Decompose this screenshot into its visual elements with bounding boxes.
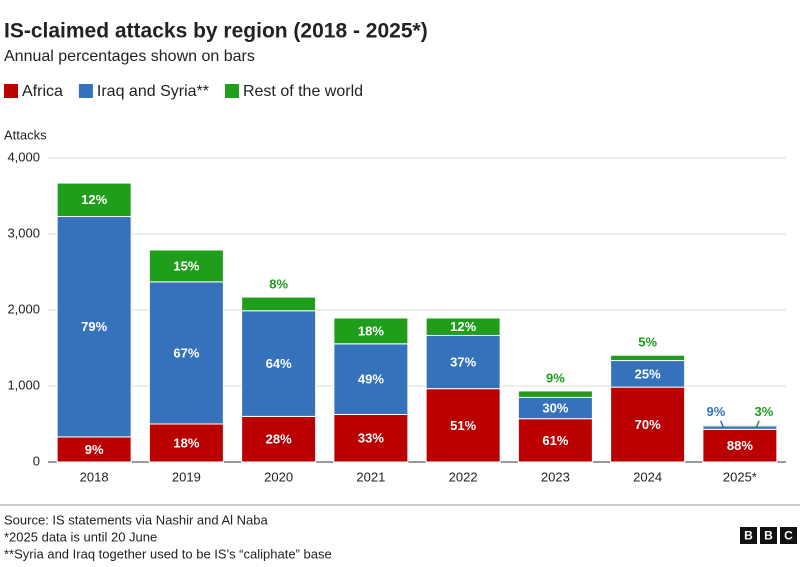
x-tick-label: 2025* bbox=[723, 469, 757, 484]
percent-label: 18% bbox=[358, 323, 384, 338]
percent-label: 15% bbox=[173, 258, 199, 273]
y-tick-label: 4,000 bbox=[7, 149, 40, 164]
x-tick-label: 2019 bbox=[172, 469, 201, 484]
bar-segment bbox=[241, 415, 317, 463]
percent-label: 9% bbox=[85, 442, 104, 457]
bar-segment bbox=[610, 360, 686, 388]
bar-segment bbox=[241, 296, 317, 312]
percent-label: 79% bbox=[81, 319, 107, 334]
bar-segment bbox=[517, 390, 593, 398]
legend-swatch bbox=[78, 84, 93, 98]
bar-segment bbox=[517, 418, 593, 463]
percent-label: 67% bbox=[173, 345, 199, 360]
bar-segment bbox=[425, 334, 501, 390]
percent-label: 70% bbox=[635, 417, 661, 432]
bar-segment bbox=[148, 281, 224, 425]
bar-segment bbox=[333, 317, 409, 345]
bar-segment bbox=[333, 343, 409, 416]
logo-letter: C bbox=[784, 529, 793, 543]
legend-label: Rest of the world bbox=[243, 83, 363, 100]
percent-label: 25% bbox=[635, 366, 661, 381]
logo-box bbox=[760, 527, 777, 544]
bar-segment bbox=[425, 317, 501, 336]
note: **Syria and Iraq together used to be IS'… bbox=[4, 546, 332, 561]
percent-label: 9% bbox=[706, 404, 725, 419]
percent-label: 5% bbox=[638, 335, 657, 350]
legend-label: Iraq and Syria** bbox=[97, 83, 209, 100]
percent-label: 49% bbox=[358, 372, 384, 387]
bar-segment bbox=[425, 388, 501, 463]
legend-label: Africa bbox=[22, 83, 63, 100]
bar-segment bbox=[333, 414, 409, 463]
bar-segment bbox=[610, 386, 686, 463]
logo-letter: B bbox=[744, 529, 753, 543]
percent-label: 8% bbox=[269, 277, 288, 292]
x-tick-label: 2022 bbox=[449, 469, 478, 484]
chart-subtitle: Annual percentages shown on bars bbox=[4, 48, 255, 65]
bar-segment bbox=[702, 425, 778, 430]
leader-line bbox=[719, 420, 724, 428]
x-tick-label: 2023 bbox=[541, 469, 570, 484]
bar-segment bbox=[56, 216, 132, 438]
percent-label: 3% bbox=[754, 404, 773, 419]
bar-segment bbox=[702, 424, 778, 427]
legend-swatch bbox=[4, 84, 18, 98]
chart-title: IS-claimed attacks by region (2018 - 202… bbox=[4, 20, 428, 43]
bar-segment bbox=[56, 436, 132, 463]
percent-label: 28% bbox=[266, 432, 292, 447]
percent-label: 33% bbox=[358, 431, 384, 446]
logo-letter: B bbox=[764, 529, 773, 543]
percent-label: 51% bbox=[450, 418, 476, 433]
logo-box bbox=[740, 527, 757, 544]
y-tick-label: 2,000 bbox=[7, 301, 40, 316]
bar-segment bbox=[702, 428, 778, 463]
percent-label: 61% bbox=[542, 433, 568, 448]
percent-label: 30% bbox=[542, 400, 568, 415]
percent-label: 37% bbox=[450, 354, 476, 369]
x-tick-label: 2021 bbox=[356, 469, 385, 484]
percent-label: 9% bbox=[546, 370, 565, 385]
x-tick-label: 2018 bbox=[80, 469, 109, 484]
x-tick-label: 2020 bbox=[264, 469, 293, 484]
percent-label: 12% bbox=[450, 319, 476, 334]
bar-segment bbox=[148, 249, 224, 283]
percent-label: 18% bbox=[173, 435, 199, 450]
x-tick-label: 2024 bbox=[633, 469, 662, 484]
note: *2025 data is until 20 June bbox=[4, 529, 157, 544]
bar-segment bbox=[56, 182, 132, 218]
source: Source: IS statements via Nashir and Al … bbox=[4, 512, 269, 527]
y-tick-label: 3,000 bbox=[7, 225, 40, 240]
y-tick-label: 0 bbox=[33, 453, 40, 468]
percent-label: 12% bbox=[81, 192, 107, 207]
logo-box bbox=[780, 527, 797, 544]
legend-swatch bbox=[224, 84, 239, 98]
y-tick-label: 1,000 bbox=[7, 377, 40, 392]
bar-segment bbox=[610, 354, 686, 362]
y-axis-label: Attacks bbox=[4, 127, 47, 142]
leader-line bbox=[755, 420, 760, 428]
bar-segment bbox=[241, 310, 317, 417]
percent-label: 64% bbox=[266, 356, 292, 371]
percent-label: 88% bbox=[727, 438, 753, 453]
